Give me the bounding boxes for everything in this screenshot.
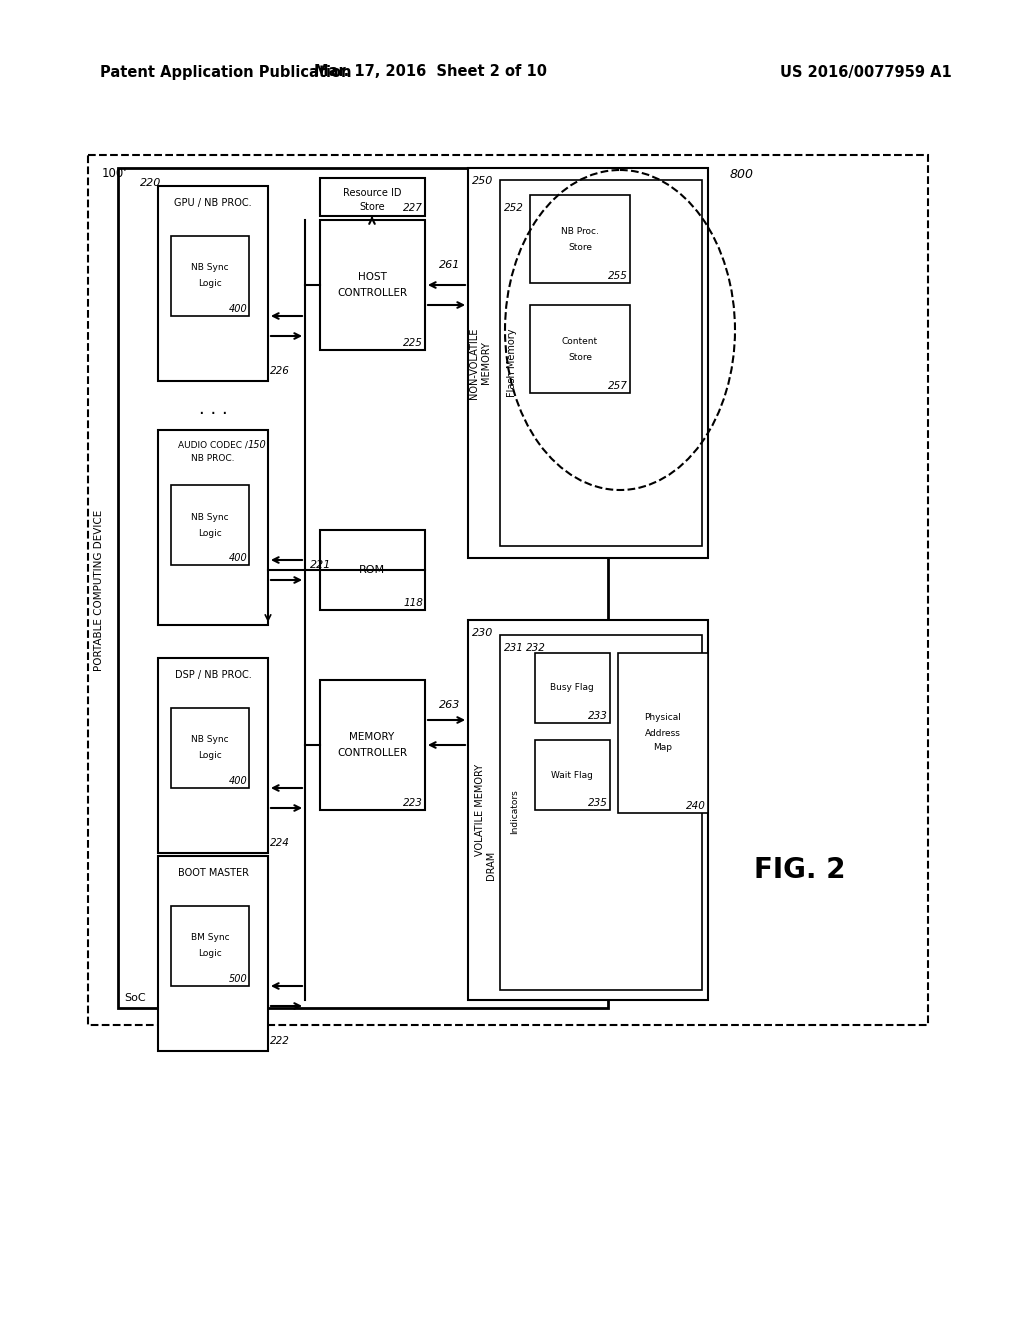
Text: Content: Content: [562, 337, 598, 346]
Text: 235: 235: [588, 799, 608, 808]
Text: Store: Store: [568, 352, 592, 362]
Text: SoC: SoC: [124, 993, 145, 1003]
Text: 500: 500: [229, 974, 248, 983]
Text: Store: Store: [359, 202, 385, 213]
Text: NB Sync: NB Sync: [191, 512, 228, 521]
Text: 240: 240: [686, 801, 706, 810]
Text: 400: 400: [229, 553, 248, 564]
Text: Flash Memory: Flash Memory: [507, 329, 517, 397]
Text: 263: 263: [439, 700, 461, 710]
Text: . . .: . . .: [199, 400, 227, 418]
Text: Resource ID: Resource ID: [343, 187, 401, 198]
Bar: [158, 186, 268, 381]
Text: 257: 257: [608, 381, 628, 391]
Text: 224: 224: [270, 838, 290, 847]
Bar: [319, 178, 425, 216]
Text: Store: Store: [568, 243, 592, 252]
Text: 100': 100': [102, 168, 128, 180]
Text: FIG. 2: FIG. 2: [755, 855, 846, 884]
Bar: [171, 906, 249, 986]
Text: Busy Flag: Busy Flag: [550, 684, 594, 693]
Text: 800: 800: [730, 168, 754, 181]
Bar: [158, 657, 268, 853]
Text: 227: 227: [403, 203, 423, 213]
Text: Logic: Logic: [198, 949, 222, 958]
Bar: [88, 154, 928, 1026]
Text: HOST: HOST: [357, 272, 386, 282]
Text: 221: 221: [310, 560, 332, 570]
Text: Logic: Logic: [198, 528, 222, 537]
Bar: [319, 531, 425, 610]
Bar: [319, 220, 425, 350]
Text: Indicators: Indicators: [511, 789, 519, 834]
Text: 400: 400: [229, 776, 248, 785]
Text: 220: 220: [140, 178, 162, 187]
Text: GPU / NB PROC.: GPU / NB PROC.: [174, 198, 252, 209]
Bar: [158, 855, 268, 1051]
Text: CONTROLLER: CONTROLLER: [337, 748, 408, 758]
Text: 250: 250: [472, 176, 494, 186]
Text: AUDIO CODEC /: AUDIO CODEC /: [178, 440, 248, 449]
Text: Wait Flag: Wait Flag: [551, 771, 593, 780]
Text: 255: 255: [608, 271, 628, 281]
Bar: [530, 305, 630, 393]
Bar: [171, 484, 249, 565]
Bar: [171, 708, 249, 788]
Bar: [535, 741, 610, 810]
Text: Logic: Logic: [198, 751, 222, 760]
Text: NB Sync: NB Sync: [191, 735, 228, 744]
Text: 232: 232: [526, 643, 546, 653]
Bar: [535, 653, 610, 723]
Text: CONTROLLER: CONTROLLER: [337, 288, 408, 298]
Text: 223: 223: [403, 799, 423, 808]
Text: MEMORY: MEMORY: [349, 733, 394, 742]
Text: 233: 233: [588, 711, 608, 721]
Bar: [118, 168, 608, 1008]
Bar: [468, 620, 708, 1001]
Bar: [530, 195, 630, 282]
Text: 400: 400: [229, 304, 248, 314]
Text: PORTABLE COMPUTING DEVICE: PORTABLE COMPUTING DEVICE: [94, 510, 104, 671]
Text: NB Proc.: NB Proc.: [561, 227, 599, 235]
Text: US 2016/0077959 A1: US 2016/0077959 A1: [780, 65, 951, 79]
Text: Logic: Logic: [198, 280, 222, 289]
Text: 252: 252: [504, 203, 524, 213]
Bar: [500, 180, 702, 546]
Text: Address: Address: [645, 729, 681, 738]
Text: DRAM: DRAM: [486, 850, 496, 879]
Text: 231: 231: [504, 643, 524, 653]
Text: VOLATILE MEMORY: VOLATILE MEMORY: [475, 764, 485, 857]
Bar: [468, 168, 708, 558]
Text: 261: 261: [439, 260, 461, 271]
Text: ROM: ROM: [359, 565, 385, 576]
Text: 118: 118: [403, 598, 423, 609]
Text: 222: 222: [270, 1036, 290, 1045]
Text: Patent Application Publication: Patent Application Publication: [100, 65, 351, 79]
Text: NB PROC.: NB PROC.: [191, 454, 234, 463]
Bar: [618, 653, 708, 813]
Text: Physical: Physical: [644, 714, 681, 722]
Text: NB Sync: NB Sync: [191, 264, 228, 272]
Text: Mar. 17, 2016  Sheet 2 of 10: Mar. 17, 2016 Sheet 2 of 10: [313, 65, 547, 79]
Bar: [171, 236, 249, 315]
Bar: [158, 430, 268, 624]
Text: DSP / NB PROC.: DSP / NB PROC.: [175, 671, 251, 680]
Bar: [500, 635, 702, 990]
Bar: [319, 680, 425, 810]
Text: 150: 150: [247, 440, 266, 450]
Text: 230: 230: [472, 628, 494, 638]
Text: BM Sync: BM Sync: [190, 933, 229, 942]
Text: 226: 226: [270, 366, 290, 376]
Text: BOOT MASTER: BOOT MASTER: [177, 869, 249, 878]
Text: 225: 225: [403, 338, 423, 348]
Text: Map: Map: [653, 743, 673, 752]
Text: NON-VOLATILE
MEMORY: NON-VOLATILE MEMORY: [469, 327, 490, 399]
